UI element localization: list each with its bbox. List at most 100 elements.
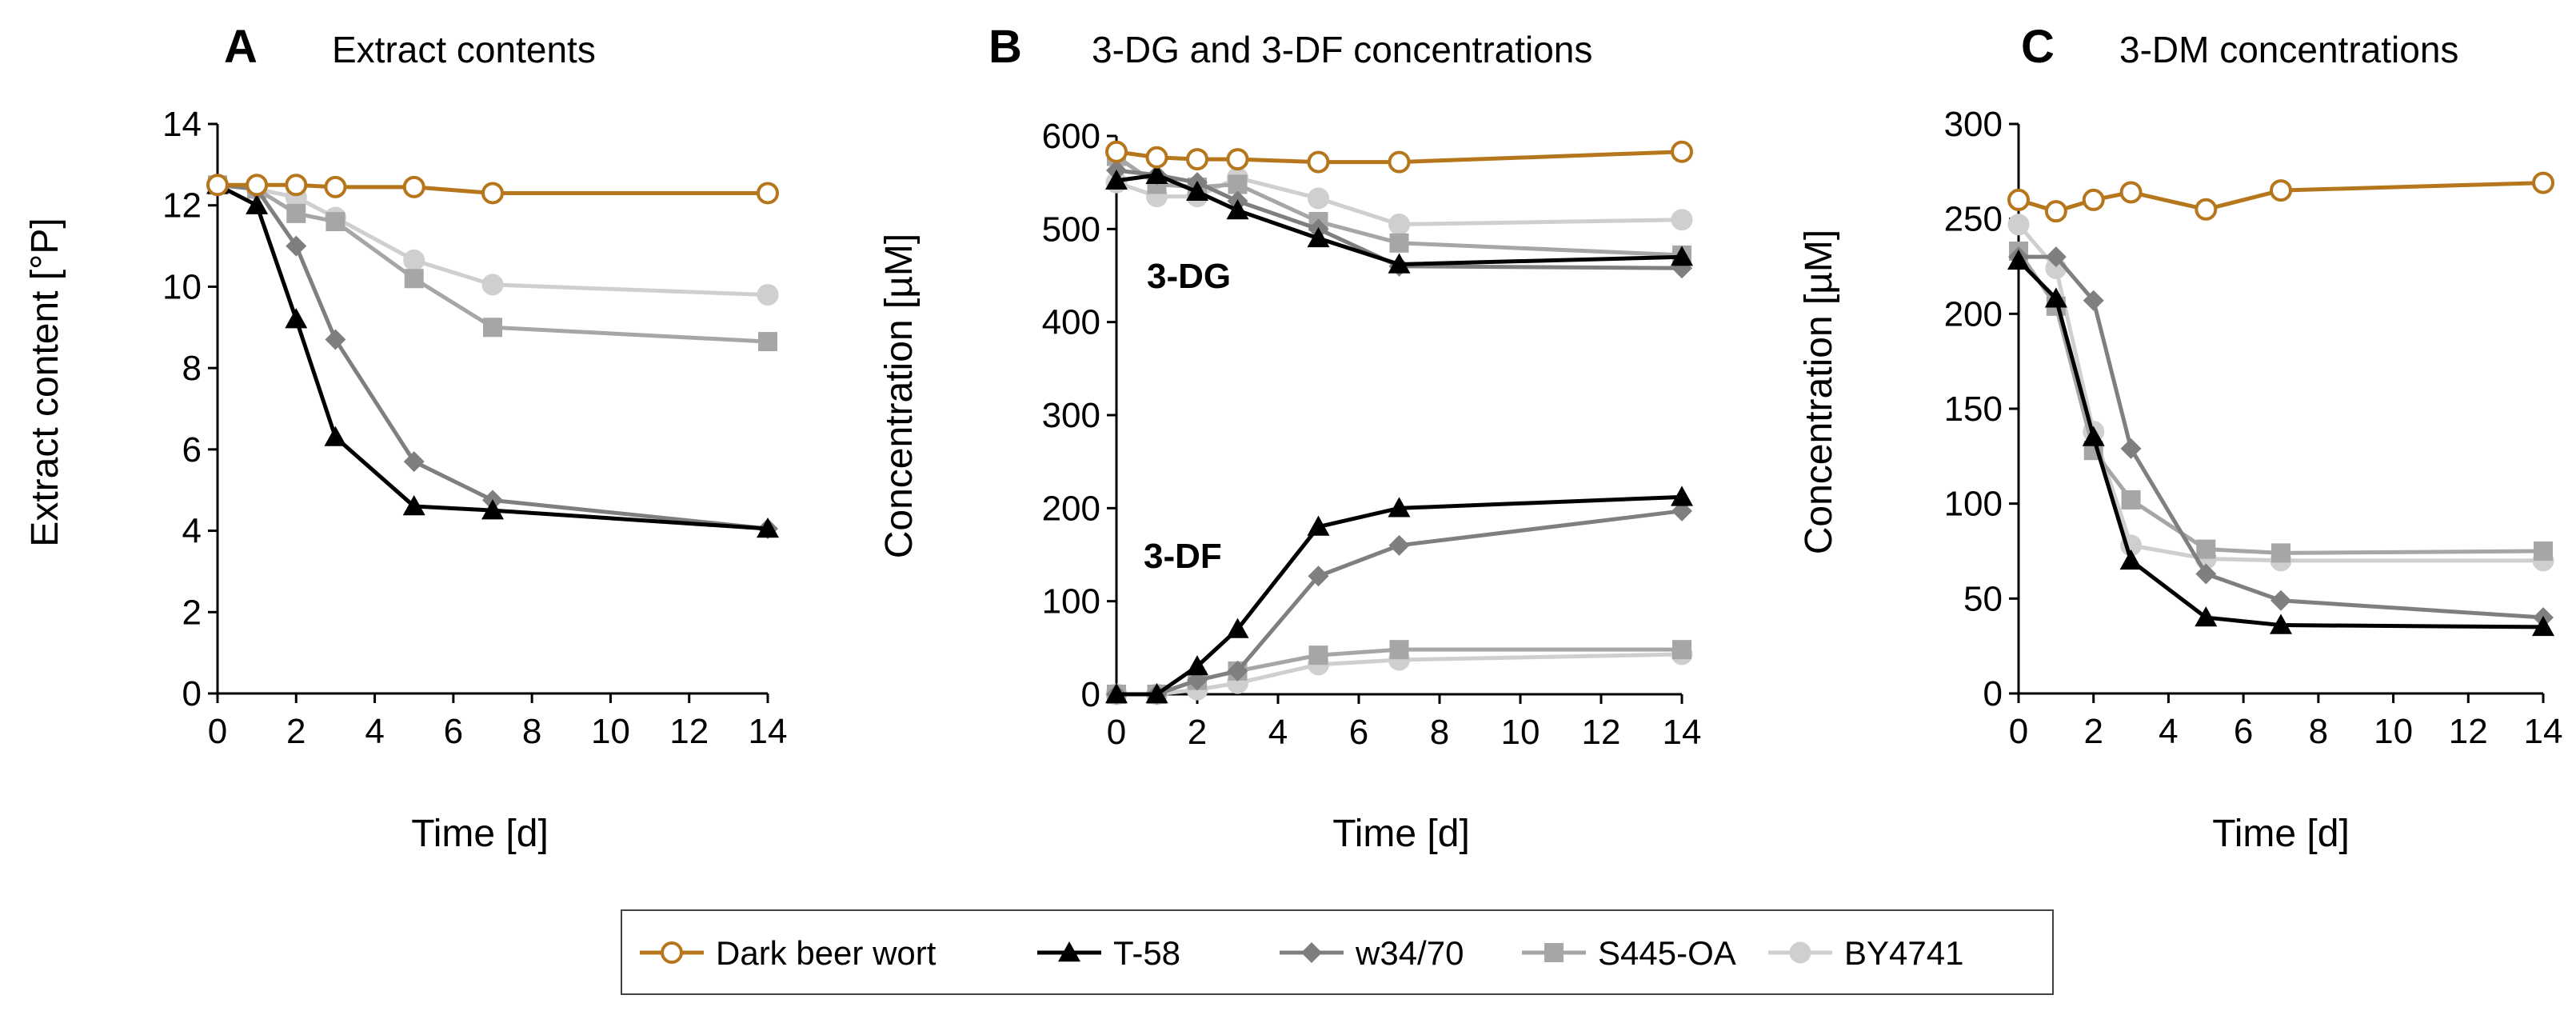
legend-marker-by [1789, 941, 1811, 964]
panel-c-letter: C [2021, 21, 2055, 73]
panel-a-point-dark [324, 175, 347, 198]
panel-b-xtick-label: 4 [1268, 713, 1288, 752]
panel-b-ytick-label: 100 [1042, 582, 1100, 621]
panel-b-point-dark [1145, 146, 1168, 169]
panel-c-point-dark [2082, 188, 2105, 211]
panel-b-point-t58 [1388, 253, 1411, 274]
panel-a: A Extract contents Extract content [°P] … [24, 21, 787, 855]
legend-item-t58: T-58 [1037, 934, 1180, 972]
panel-c-point-t58 [2119, 549, 2143, 570]
panel-b-annotation-3df: 3-DF [1144, 537, 1222, 576]
panel-c-point-s445 [2121, 490, 2141, 510]
panel-c-xtick-label: 0 [2009, 712, 2028, 751]
panel-b-point-dark [1671, 140, 1693, 163]
panel-b-point-t58 [1307, 515, 1330, 536]
panel-b-y-axis-label: Concentration [µM] [878, 234, 921, 559]
legend-label-s445: S445-OA [1598, 934, 1736, 972]
panel-c-series-w34-2 [2008, 246, 2554, 629]
panel-c-ytick-label: 250 [1944, 200, 2003, 239]
panel-a-y-ticks: 0 2 4 6 8 10 12 14 [162, 105, 218, 713]
panel-c-point-t58 [2044, 287, 2067, 308]
panel-c-point-s445 [2534, 541, 2553, 561]
panel-b-series-t58-5 [1105, 486, 1693, 704]
panel-c-point-dark [2532, 171, 2554, 194]
panel-c-point-s445 [2196, 539, 2216, 559]
panel-b-point-s445 [1389, 640, 1409, 660]
panel-a-point-s445 [758, 332, 777, 352]
legend-label-dark: Dark beer wort [716, 934, 937, 972]
panel-c-point-dark [2044, 200, 2067, 223]
panel-a-xtick-label: 14 [749, 712, 788, 751]
panel-a-point-t58 [402, 495, 425, 516]
panel-a-point-by [481, 274, 504, 296]
panel-c-ytick-label: 100 [1944, 485, 2003, 524]
panel-b-point-dark [1307, 150, 1330, 174]
legend-label-by: BY4741 [1844, 934, 1963, 972]
panel-b-point-w34 [1308, 565, 1329, 587]
panel-a-point-s445 [325, 212, 345, 232]
legend-item-by: BY4741 [1768, 934, 1963, 972]
panel-b-xtick-label: 2 [1188, 713, 1207, 752]
panel-a-point-by [757, 284, 779, 306]
panel-b-point-by [1308, 187, 1329, 210]
panel-c-point-t58 [2270, 613, 2292, 634]
panel-a-point-w34 [325, 329, 346, 350]
panel-c-ytick-label: 200 [1944, 294, 2003, 334]
panel-c-point-dark [2195, 198, 2218, 221]
panel-a-ytick-label: 8 [182, 349, 202, 388]
panel-b-xtick-label: 14 [1663, 713, 1702, 752]
panel-c-xtick-label: 12 [2449, 712, 2488, 751]
panel-b-point-t58 [1105, 169, 1128, 190]
panel-b-xtick-label: 10 [1501, 713, 1540, 752]
panel-c-point-t58 [2195, 606, 2218, 627]
legend-marker-s445 [1544, 943, 1564, 962]
panel-c-point-dark [2119, 181, 2143, 204]
panel-b-point-by [1671, 209, 1693, 231]
panel-c-xtick-label: 14 [2524, 712, 2563, 751]
panel-a-letter: A [224, 21, 258, 73]
panel-a-ytick-label: 4 [182, 512, 202, 551]
panel-a-ytick-label: 10 [162, 267, 202, 306]
panel-b-point-dark [1186, 148, 1208, 171]
panel-c-xtick-label: 8 [2309, 712, 2328, 751]
panel-b-point-t58 [1307, 226, 1330, 248]
panel-a-ytick-label: 0 [182, 674, 202, 713]
panel-a-point-s445 [286, 203, 306, 223]
panel-a-ytick-label: 6 [182, 430, 202, 470]
panel-a-point-dark [402, 175, 425, 198]
legend: Dark beer wort T-58 w34/70 S445-OA BY4741 [621, 909, 2054, 995]
panel-b-point-t58 [1226, 199, 1249, 220]
legend-items: Dark beer wort T-58 w34/70 S445-OA BY4741 [640, 934, 1963, 972]
panel-a-x-ticks: 0 2 4 6 8 10 12 14 [208, 693, 788, 751]
panel-b-ytick-label: 600 [1042, 117, 1100, 156]
panel-c-xtick-label: 10 [2374, 712, 2413, 751]
panel-c-ytick-label: 50 [1963, 579, 2003, 618]
legend-marker-w34 [1301, 942, 1322, 963]
panel-a-point-dark [206, 174, 229, 197]
panel-a-point-dark [285, 174, 308, 197]
panel-c-xtick-label: 6 [2234, 712, 2253, 751]
panel-c-series-t58-1 [2007, 249, 2554, 637]
panel-b-point-t58 [1388, 497, 1411, 517]
panel-a-series-t58-1 [206, 174, 779, 538]
panel-c-series-dark-0 [2007, 171, 2554, 223]
panel-a-point-t58 [285, 308, 308, 329]
panel-b-point-s445 [1672, 640, 1691, 660]
panel-b-x-axis-label: Time [d] [1332, 813, 1470, 855]
panel-b-point-t58 [1105, 683, 1128, 704]
panel-a-point-w34 [286, 235, 307, 257]
panel-b-point-by [1388, 214, 1410, 236]
panel-a-point-dark [757, 182, 779, 205]
panel-b-point-s445 [1389, 233, 1409, 253]
panel-b-point-t58 [1671, 246, 1693, 266]
legend-marker-dark [661, 941, 683, 964]
panel-b-point-dark [1105, 140, 1128, 163]
panel-a-ytick-label: 2 [182, 593, 202, 632]
panel-b-x-ticks: 0 2 4 6 8 10 12 14 [1107, 694, 1702, 752]
legend-item-dark: Dark beer wort [640, 934, 937, 972]
panel-a-point-t58 [246, 194, 269, 214]
panel-c-series [2007, 171, 2554, 637]
panel-a-point-w34 [403, 451, 425, 473]
